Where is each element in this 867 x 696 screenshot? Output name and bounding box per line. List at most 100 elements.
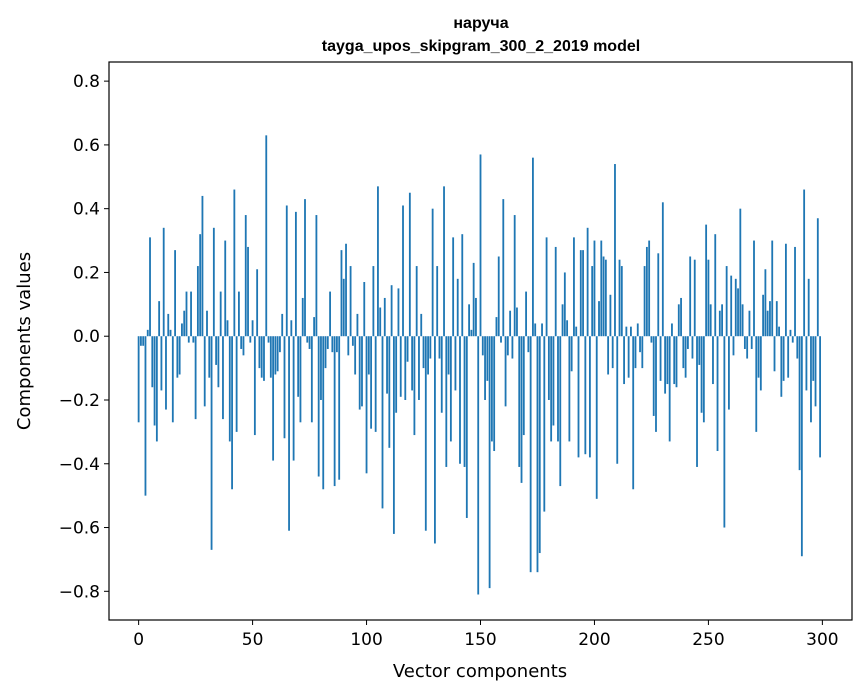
bar (538, 336, 541, 554)
bar (791, 336, 794, 343)
bar (762, 294, 765, 337)
bar (169, 329, 172, 337)
bar (691, 336, 694, 359)
bar (274, 336, 277, 375)
bar (773, 336, 776, 372)
bar (570, 336, 573, 372)
bar (201, 195, 204, 337)
bar (657, 253, 660, 337)
bar (356, 313, 359, 337)
bar (680, 297, 682, 337)
y-tick-label: −0.6 (59, 519, 100, 539)
bar (281, 313, 284, 337)
bar (775, 301, 778, 337)
bar (265, 135, 268, 337)
y-tick-label: 0.0 (73, 327, 100, 347)
x-tick-label: 0 (133, 630, 144, 650)
bar (591, 266, 594, 337)
bar (210, 336, 213, 550)
chart-title: наруча (453, 15, 508, 32)
bar (504, 336, 507, 407)
bar (219, 291, 222, 337)
bar (283, 336, 286, 439)
bar (595, 336, 598, 499)
bar (536, 336, 539, 573)
bar (563, 272, 566, 337)
bar (664, 336, 667, 394)
bar (146, 329, 149, 337)
bar (636, 323, 639, 337)
bar (614, 164, 616, 337)
bar (297, 336, 300, 397)
bar (502, 199, 505, 337)
bar (288, 336, 290, 531)
bar (285, 205, 288, 337)
bar (461, 234, 464, 337)
bar (609, 294, 612, 337)
bar (643, 266, 646, 337)
bar (406, 336, 409, 362)
bar (456, 278, 459, 337)
bar (575, 326, 578, 337)
bar (545, 237, 548, 337)
bar (386, 336, 388, 394)
x-axis-label: Vector components (393, 661, 567, 682)
bar (532, 157, 534, 337)
bar (253, 336, 256, 436)
bar (333, 336, 336, 487)
bar (370, 336, 373, 429)
x-tick-label: 150 (464, 630, 496, 650)
bar (381, 336, 384, 509)
bar (372, 266, 375, 337)
bar (481, 336, 484, 356)
y-tick-label: 0.4 (73, 200, 100, 220)
bar (684, 336, 687, 378)
bar (187, 336, 190, 343)
bar (588, 336, 591, 458)
bar (810, 336, 812, 423)
y-tick-label: 0.2 (73, 263, 100, 283)
bar (723, 336, 726, 528)
bar (739, 208, 742, 337)
bar (171, 336, 174, 423)
bar (196, 266, 199, 337)
bar (803, 189, 806, 337)
bar (267, 336, 270, 343)
bar (527, 336, 530, 353)
bar (789, 329, 792, 337)
bar (814, 336, 817, 407)
bar (748, 310, 751, 337)
bar (308, 336, 311, 349)
bar (242, 336, 245, 356)
bar (671, 323, 673, 337)
bar (702, 336, 705, 423)
bar (661, 202, 664, 337)
bar (338, 336, 341, 480)
bar (449, 336, 452, 442)
bar (598, 301, 600, 337)
bar (705, 224, 708, 337)
bar (440, 336, 443, 413)
bar (383, 297, 386, 337)
bar (522, 336, 525, 436)
bar (190, 291, 192, 337)
bar (566, 320, 569, 337)
bar (716, 336, 719, 452)
bar (816, 218, 819, 337)
bar (550, 336, 553, 442)
bar (144, 336, 147, 496)
bar (602, 256, 605, 337)
bar (721, 304, 723, 337)
x-tick-label: 250 (692, 630, 724, 650)
bar (652, 336, 655, 416)
bar (463, 336, 466, 467)
bars-group (137, 135, 821, 595)
bar (552, 336, 555, 426)
bar (420, 313, 423, 337)
bar (506, 336, 509, 356)
bar (714, 234, 717, 337)
bar (470, 329, 473, 337)
bar (402, 205, 404, 337)
bar (696, 336, 698, 467)
